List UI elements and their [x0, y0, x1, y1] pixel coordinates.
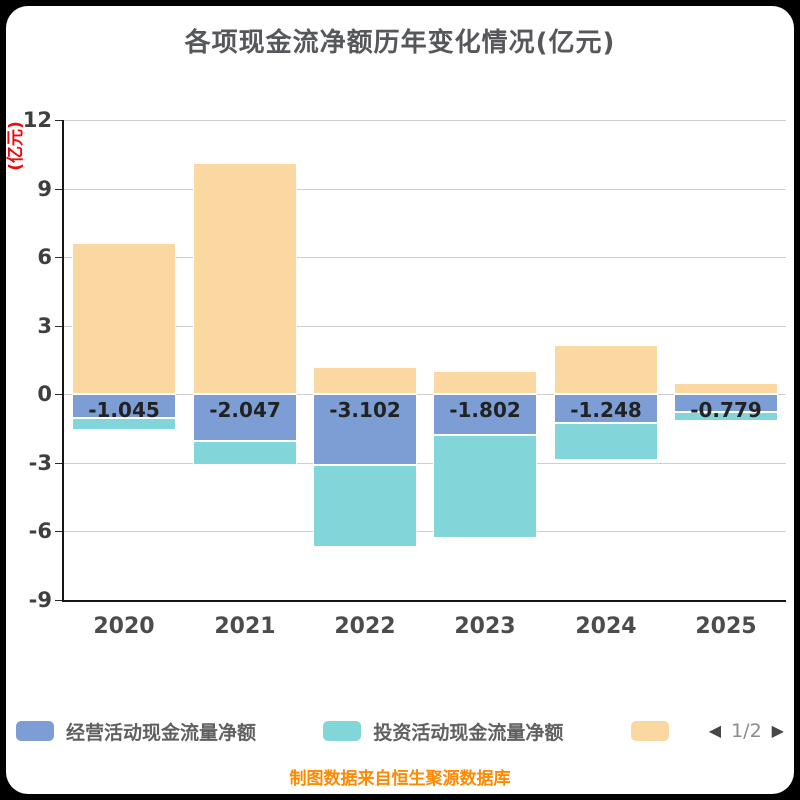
y-tick-label-9: 9 — [37, 177, 52, 201]
legend-label-operating[interactable]: 经营活动现金流量净额 — [66, 721, 257, 744]
x-axis-label-2020: 2020 — [93, 614, 155, 639]
bar-investing-2020[interactable] — [72, 418, 176, 430]
chart-title: 各项现金流净额历年变化情况(亿元) — [184, 28, 616, 58]
bar-data-label-2022: -3.102 — [329, 398, 401, 422]
legend-pager-prev-icon[interactable]: ◀ — [708, 721, 722, 740]
bar-s3-2021[interactable] — [193, 163, 297, 394]
x-axis-label-2023: 2023 — [454, 614, 516, 639]
legend: 经营活动现金流量净额 投资活动现金流量净额 ◀ 1/2 ▶ — [16, 718, 784, 744]
bar-data-label-2021: -2.047 — [209, 398, 281, 422]
legend-label-investing[interactable]: 投资活动现金流量净额 — [373, 721, 564, 744]
bar-data-label-2020: -1.045 — [88, 398, 160, 422]
bar-data-label-2025: -0.779 — [690, 398, 762, 422]
bar-operating-2025[interactable] — [674, 394, 778, 412]
legend-item-investing[interactable]: 投资活动现金流量净额 — [323, 718, 563, 745]
y-tick-label-3: 3 — [37, 314, 52, 338]
bar-operating-2020[interactable] — [72, 394, 176, 418]
gridline-6 — [64, 257, 786, 258]
gridline-12 — [64, 120, 786, 121]
y-tick-mark--6 — [55, 531, 62, 532]
bar-operating-2023[interactable] — [433, 394, 537, 435]
gridline--3 — [64, 463, 786, 464]
bar-investing-2024[interactable] — [554, 423, 658, 460]
gridline--6 — [64, 531, 786, 532]
y-tick-label--6: -6 — [28, 519, 52, 543]
legend-swatch[interactable] — [16, 721, 54, 741]
y-tick-label-6: 6 — [37, 245, 52, 269]
bar-s3-2023[interactable] — [433, 371, 537, 394]
data-source-note: 制图数据来自恒生聚源数据库 — [289, 769, 511, 789]
bar-investing-2021[interactable] — [193, 441, 297, 465]
gridline-0 — [64, 394, 786, 395]
bar-operating-2024[interactable] — [554, 394, 658, 423]
bar-s3-2024[interactable] — [554, 345, 658, 394]
legend-swatch[interactable] — [323, 721, 362, 741]
legend-item-page2[interactable]: ◀ 1/2 ▶ — [630, 720, 784, 742]
y-tick-label-12: 12 — [22, 108, 52, 132]
bar-investing-2023[interactable] — [433, 435, 537, 538]
bar-data-label-2023: -1.802 — [449, 398, 521, 422]
y-tick-mark-12 — [55, 120, 62, 121]
y-tick-label--3: -3 — [28, 451, 52, 475]
legend-pager: ◀ 1/2 ▶ — [709, 720, 784, 742]
bar-s3-2022[interactable] — [313, 367, 417, 394]
y-tick-mark-9 — [55, 189, 62, 190]
legend-pager-next-icon[interactable]: ▶ — [771, 721, 784, 740]
x-axis-label-2021: 2021 — [214, 614, 276, 639]
bar-data-label-2024: -1.248 — [570, 398, 642, 422]
y-tick-label-0: 0 — [37, 382, 52, 406]
y-tick-mark--9 — [55, 600, 62, 601]
y-tick-label--9: -9 — [28, 588, 52, 612]
bar-s3-2020[interactable] — [72, 243, 176, 394]
plot-area: 12 9 6 3 0 -3 -6 -9 -1.045 2020 -2.047 2021 -3.102 20… — [23, 108, 786, 639]
bar-operating-2021[interactable] — [193, 394, 297, 441]
legend-pager-page-indicator: 1/2 — [731, 720, 762, 742]
legend-item-operating[interactable]: 经营活动现金流量净额 — [16, 718, 256, 745]
y-tick-mark-6 — [55, 257, 62, 258]
x-axis-label-2024: 2024 — [575, 614, 637, 639]
bar-s3-2025[interactable] — [674, 383, 778, 394]
bar-operating-2022[interactable] — [313, 394, 417, 465]
y-tick-mark-0 — [55, 394, 62, 395]
chart-panel: 各项现金流净额历年变化情况(亿元) (亿元) 12 9 6 3 0 -3 -6 -9 -1.04… — [6, 6, 794, 794]
gridline-9 — [64, 189, 786, 190]
legend-swatch[interactable] — [630, 721, 669, 741]
gridline-3 — [64, 326, 786, 327]
bar-investing-2022[interactable] — [313, 465, 417, 547]
x-axis-label-2022: 2022 — [334, 614, 396, 639]
x-axis-label-2025: 2025 — [695, 614, 757, 639]
y-tick-mark--3 — [55, 463, 62, 464]
y-tick-mark-3 — [55, 326, 62, 327]
bar-investing-2025[interactable] — [674, 412, 778, 421]
